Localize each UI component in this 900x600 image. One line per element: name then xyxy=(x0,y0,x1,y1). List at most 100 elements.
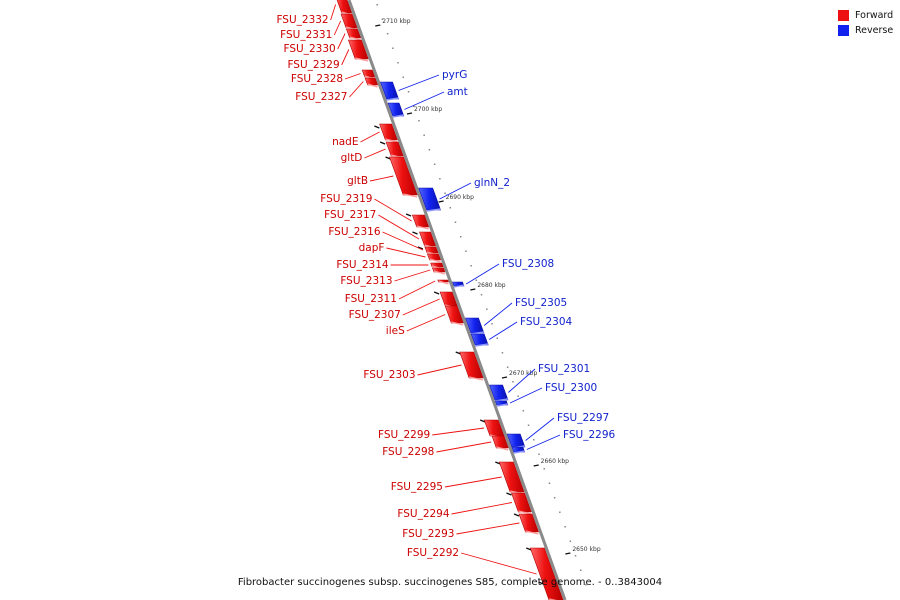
reverse-gene-label[interactable]: amt xyxy=(447,86,468,98)
forward-gene-label[interactable]: FSU_2317 xyxy=(324,209,376,221)
forward-gene-block[interactable] xyxy=(491,435,509,449)
forward-gene-leader xyxy=(364,148,386,159)
reverse-gene-leader xyxy=(404,91,445,110)
scale-tick-label: 2710 kbp xyxy=(382,18,410,25)
forward-gene-block[interactable] xyxy=(529,547,564,600)
forward-gene-block[interactable] xyxy=(379,123,398,141)
sequence-dot xyxy=(407,91,410,93)
forward-gene-block[interactable] xyxy=(361,69,376,78)
reverse-gene-label[interactable]: glnN_2 xyxy=(474,177,510,189)
forward-gene-label[interactable]: FSU_2319 xyxy=(320,193,372,205)
reverse-gene-block[interactable] xyxy=(511,446,526,453)
forward-gene-block[interactable] xyxy=(419,231,437,247)
forward-gene-block[interactable] xyxy=(426,253,442,261)
forward-gene-label[interactable]: FSU_2313 xyxy=(340,275,392,287)
forward-gene-block[interactable] xyxy=(364,77,379,86)
forward-gene-label[interactable]: FSU_2293 xyxy=(402,528,454,540)
forward-gene-label[interactable]: FSU_2327 xyxy=(295,91,347,103)
sequence-dot xyxy=(480,294,483,296)
reverse-gene-leader xyxy=(508,368,536,393)
forward-gene-label[interactable]: FSU_2303 xyxy=(363,369,415,381)
forward-gene-block[interactable] xyxy=(444,305,464,324)
forward-gene-leader xyxy=(444,476,502,488)
sequence-dot xyxy=(553,497,556,499)
forward-gene-label[interactable]: FSU_2292 xyxy=(407,547,459,559)
sequence-dot xyxy=(522,410,525,412)
reverse-gene-block[interactable] xyxy=(506,433,526,448)
forward-gene-leader xyxy=(451,502,512,515)
reverse-gene-block[interactable] xyxy=(380,81,400,100)
sequence-dot xyxy=(564,526,566,528)
reverse-gene-block[interactable] xyxy=(489,384,509,401)
forward-gene-block[interactable] xyxy=(336,0,353,14)
forward-gene-label[interactable]: gltD xyxy=(341,152,363,164)
forward-gene-label[interactable]: FSU_2331 xyxy=(280,29,332,41)
scale-tick-label: 2660 kbp xyxy=(541,458,569,465)
reverse-gene-leader xyxy=(525,417,555,441)
scale-tick-label: 2700 kbp xyxy=(414,106,442,113)
forward-gene-block[interactable] xyxy=(511,492,532,513)
reverse-gene-block[interactable] xyxy=(387,102,405,117)
reverse-gene-label[interactable]: FSU_2305 xyxy=(515,297,567,309)
forward-gene-label[interactable]: FSU_2314 xyxy=(336,259,388,271)
gene-boundary-mark xyxy=(479,419,486,423)
sequence-dot xyxy=(402,76,404,78)
forward-gene-label[interactable]: gltB xyxy=(347,175,368,187)
reverse-gene-label[interactable]: FSU_2300 xyxy=(545,382,597,394)
reverse-gene-block[interactable] xyxy=(465,317,485,334)
forward-gene-label[interactable]: FSU_2294 xyxy=(397,508,449,520)
forward-gene-block[interactable] xyxy=(518,513,539,533)
reverse-gene-label[interactable]: FSU_2296 xyxy=(563,429,615,441)
sequence-dot xyxy=(475,279,478,281)
reverse-gene-block[interactable] xyxy=(418,187,442,211)
gene-boundary-mark xyxy=(506,492,512,496)
forward-gene-shadow xyxy=(433,270,446,275)
reverse-gene-block[interactable] xyxy=(470,333,489,346)
forward-gene-leader xyxy=(382,231,424,251)
forward-gene-label[interactable]: FSU_2299 xyxy=(378,429,430,441)
forward-gene-shadow xyxy=(355,57,369,62)
forward-gene-label[interactable]: FSU_2307 xyxy=(349,309,401,321)
forward-gene-block[interactable] xyxy=(483,419,505,437)
reverse-gene-label[interactable]: FSU_2297 xyxy=(557,412,609,424)
reverse-gene-label[interactable]: FSU_2304 xyxy=(520,316,572,328)
forward-gene-block[interactable] xyxy=(385,141,404,157)
sequence-dot xyxy=(470,265,472,267)
forward-gene-leader xyxy=(432,427,485,436)
forward-gene-label[interactable]: FSU_2328 xyxy=(291,73,343,85)
forward-gene-block[interactable] xyxy=(459,351,484,379)
forward-gene-label[interactable]: FSU_2295 xyxy=(391,481,443,493)
forward-gene-label[interactable]: dapF xyxy=(359,242,385,254)
forward-gene-label[interactable]: FSU_2311 xyxy=(345,293,397,305)
reverse-gene-leader xyxy=(526,434,561,450)
reverse-gene-label[interactable]: pyrG xyxy=(442,69,467,81)
forward-gene-block[interactable] xyxy=(345,28,362,39)
reverse-swatch xyxy=(838,25,849,36)
sequence-dot xyxy=(397,62,399,64)
gene-boundary-mark xyxy=(405,213,412,217)
forward-gene-label[interactable]: FSU_2330 xyxy=(284,43,336,55)
forward-gene-block[interactable] xyxy=(498,461,525,493)
forward-gene-shadow xyxy=(438,280,449,285)
forward-gene-block[interactable] xyxy=(340,13,358,29)
forward-gene-block[interactable] xyxy=(389,156,418,196)
reverse-gene-label[interactable]: FSU_2301 xyxy=(538,363,590,375)
forward-gene-label[interactable]: ileS xyxy=(386,325,405,337)
forward-gene-shadow xyxy=(349,36,361,41)
forward-gene-leader xyxy=(344,73,361,80)
reverse-gene-leader xyxy=(509,387,543,404)
forward-gene-label[interactable]: FSU_2332 xyxy=(276,14,328,26)
legend-forward: Forward xyxy=(838,8,893,23)
scale-tick xyxy=(406,112,413,115)
forward-gene-block[interactable] xyxy=(424,246,439,254)
forward-gene-label[interactable]: FSU_2298 xyxy=(382,446,434,458)
forward-gene-block[interactable] xyxy=(347,39,369,60)
forward-gene-label[interactable]: nadE xyxy=(332,136,358,148)
reverse-gene-label[interactable]: FSU_2308 xyxy=(502,258,554,270)
forward-gene-block[interactable] xyxy=(411,214,430,228)
sequence-dot xyxy=(486,308,488,310)
genome-caption: Fibrobacter succinogenes subsp. succinog… xyxy=(237,577,663,588)
forward-gene-label[interactable]: FSU_2329 xyxy=(287,59,339,71)
scale-tick-label: 2690 kbp xyxy=(446,194,474,201)
forward-gene-label[interactable]: FSU_2316 xyxy=(328,226,380,238)
